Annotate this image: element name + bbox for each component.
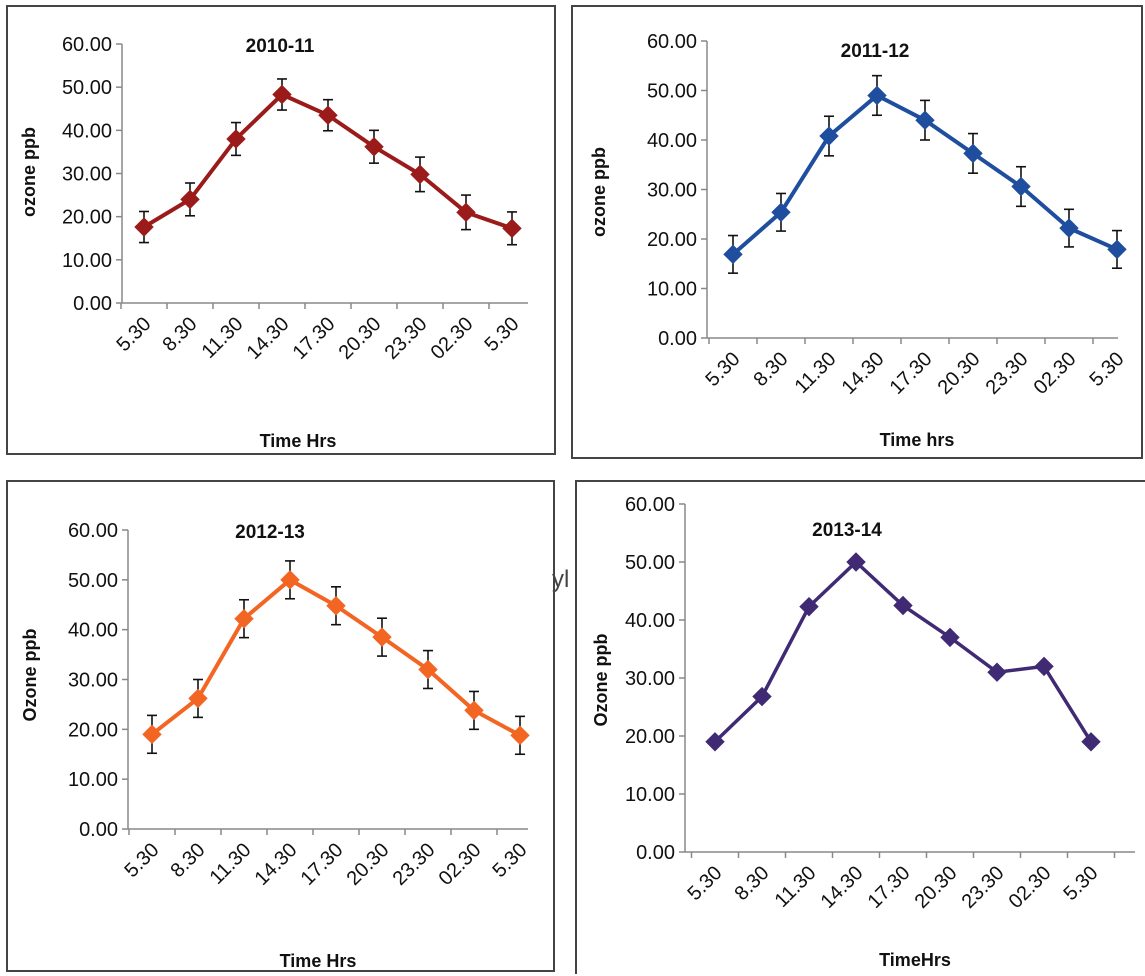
x-tick-label: 23.30 xyxy=(982,348,1033,399)
x-tick-label: 20.30 xyxy=(911,862,962,913)
x-tick-label: 5.30 xyxy=(488,839,531,882)
data-point-marker xyxy=(511,726,529,744)
x-tick-label: 23.30 xyxy=(958,862,1009,913)
x-tick-label: 8.30 xyxy=(166,839,209,882)
y-tick-label: 50.00 xyxy=(647,81,697,103)
x-tick-label: 23.30 xyxy=(389,839,440,890)
y-tick-label: 0.00 xyxy=(79,819,118,841)
x-tick-label: 5.30 xyxy=(120,839,163,882)
x-tick-label: 8.30 xyxy=(158,313,201,356)
x-tick-label: 02.30 xyxy=(435,839,486,890)
y-tick-label: 50.00 xyxy=(62,77,112,99)
x-tick-label: 8.30 xyxy=(749,348,792,391)
x-axis-label: Time Hrs xyxy=(280,951,357,971)
x-axis-label: Time hrs xyxy=(880,430,955,450)
y-tick-label: 20.00 xyxy=(68,719,118,741)
x-tick-label: 14.30 xyxy=(251,839,302,890)
x-tick-label: 17.30 xyxy=(297,839,348,890)
x-tick-label: 11.30 xyxy=(198,313,248,363)
data-point-marker xyxy=(135,218,153,236)
x-tick-label: 02.30 xyxy=(1030,348,1081,399)
y-tick-label: 40.00 xyxy=(647,130,697,152)
x-tick-label: 20.30 xyxy=(343,839,394,890)
y-tick-label: 50.00 xyxy=(68,570,118,592)
chart-panel-2012-13: 0.00 10.00 20.00 30.00 40.00 50.00 60.00 5.30 8.… xyxy=(6,480,555,972)
chart-panel-2013-14: 0.00 10.00 20.00 30.00 40.00 50.00 60.00 5.30 8.… xyxy=(575,480,1145,974)
x-tick-label: 5.30 xyxy=(480,313,523,356)
x-tick-label: 5.30 xyxy=(112,313,155,356)
y-axis-label: ozone ppb xyxy=(589,147,609,237)
y-tick-label: 60.00 xyxy=(625,494,675,516)
y-axis-label: Ozone ppb xyxy=(20,629,40,722)
chart-panel-2010-11: 0.00 10.00 20.00 30.00 40.00 50.00 60.00 5.30 8.… xyxy=(6,5,556,455)
x-tick-label: 5.30 xyxy=(1059,862,1102,905)
x-tick-label: 14.30 xyxy=(243,313,294,364)
x-tick-label: 20.30 xyxy=(934,348,985,399)
data-point-marker xyxy=(1035,657,1053,675)
x-tick-label: 23.30 xyxy=(381,313,432,364)
y-tick-label: 60.00 xyxy=(68,520,118,542)
x-axis-label: TimeHrs xyxy=(879,950,951,970)
chart-title: 2010-11 xyxy=(246,36,315,57)
x-tick-label: 14.30 xyxy=(838,348,889,399)
y-tick-label: 20.00 xyxy=(62,207,112,229)
y-tick-label: 50.00 xyxy=(625,552,675,574)
x-tick-label: 8.30 xyxy=(730,862,773,905)
x-tick-label: 5.30 xyxy=(683,862,726,905)
y-tick-label: 30.00 xyxy=(625,668,675,690)
x-tick-label: 17.30 xyxy=(289,313,340,364)
data-point-marker xyxy=(1082,733,1100,751)
x-tick-label: 5.30 xyxy=(1085,348,1128,391)
y-tick-label: 0.00 xyxy=(658,328,697,350)
y-tick-label: 10.00 xyxy=(62,250,112,272)
x-tick-label: 17.30 xyxy=(886,348,937,399)
x-tick-label: 20.30 xyxy=(335,313,386,364)
y-tick-label: 0.00 xyxy=(73,293,112,315)
y-tick-label: 30.00 xyxy=(68,670,118,692)
series-line xyxy=(715,562,1091,742)
x-tick-label: 11.30 xyxy=(791,348,841,398)
y-tick-label: 10.00 xyxy=(647,279,697,301)
y-tick-label: 40.00 xyxy=(62,120,112,142)
x-tick-label: 11.30 xyxy=(771,862,821,912)
chart-title: 2012-13 xyxy=(235,522,305,543)
y-axis-label: Ozone ppb xyxy=(591,634,611,727)
y-tick-label: 60.00 xyxy=(647,31,697,53)
x-axis-label: Time Hrs xyxy=(260,431,337,451)
y-tick-label: 40.00 xyxy=(625,610,675,632)
y-tick-label: 30.00 xyxy=(62,164,112,186)
y-axis-label: ozone ppb xyxy=(19,127,39,217)
y-tick-label: 10.00 xyxy=(625,784,675,806)
chart-panel-2011-12: 0.00 10.00 20.00 30.00 40.00 50.00 60.00 5.30 8.… xyxy=(571,5,1143,459)
stray-text-fragment: yl xyxy=(552,566,569,594)
chart-title: 2013-14 xyxy=(812,520,882,541)
y-tick-label: 40.00 xyxy=(68,620,118,642)
x-tick-label: 02.30 xyxy=(427,313,478,364)
y-tick-label: 20.00 xyxy=(647,229,697,251)
y-tick-label: 30.00 xyxy=(647,180,697,202)
data-point-marker xyxy=(1108,240,1126,258)
x-tick-label: 5.30 xyxy=(701,348,744,391)
y-tick-label: 10.00 xyxy=(68,769,118,791)
x-tick-label: 17.30 xyxy=(864,862,915,913)
y-tick-label: 60.00 xyxy=(62,34,112,56)
x-tick-label: 14.30 xyxy=(817,862,868,913)
x-tick-label: 02.30 xyxy=(1005,862,1056,913)
x-tick-label: 11.30 xyxy=(206,839,256,889)
chart-svg: 0.0010.0020.0030.0040.0050.0060.005.30 8.… xyxy=(8,7,558,457)
chart-title: 2011-12 xyxy=(841,41,910,62)
data-point-marker xyxy=(503,219,521,237)
y-tick-label: 20.00 xyxy=(625,726,675,748)
y-tick-label: 0.00 xyxy=(636,842,675,864)
